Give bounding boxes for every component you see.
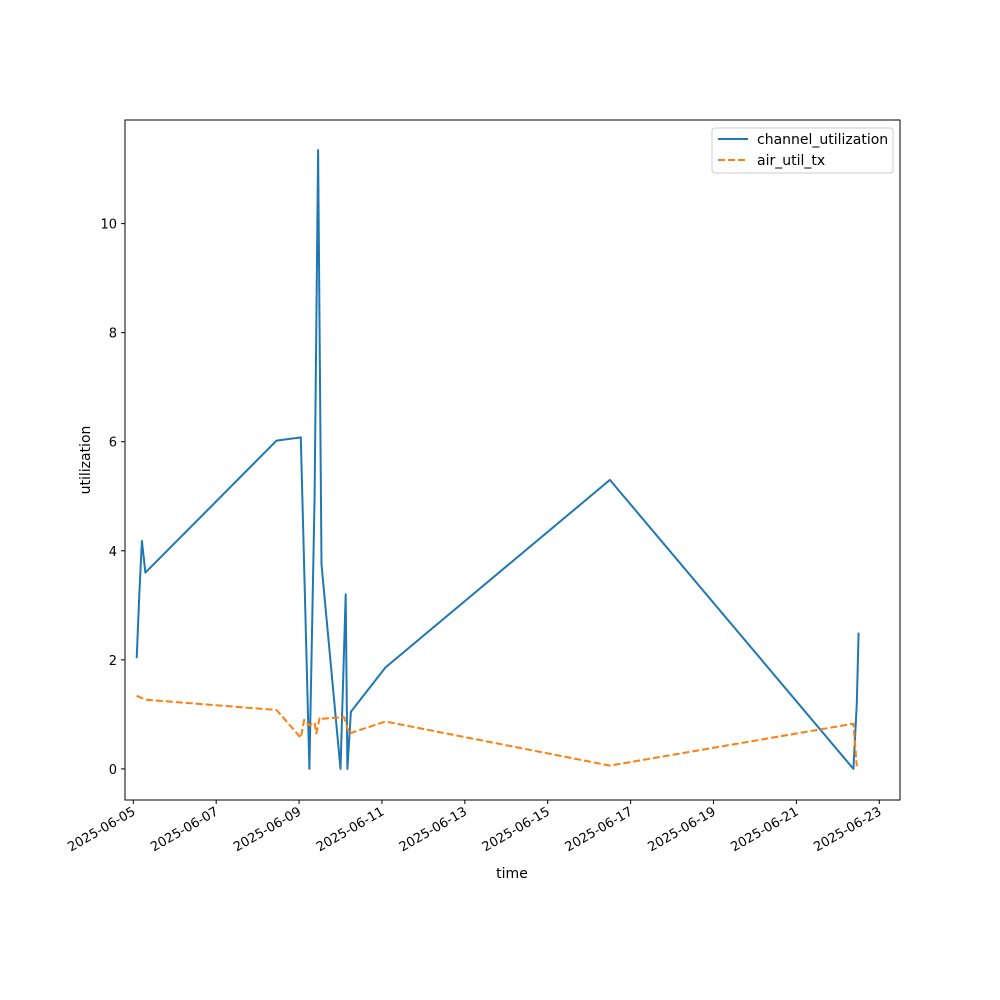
y-tick-label: 4 xyxy=(109,545,117,560)
x-tick-label: 2025-06-05 xyxy=(65,804,138,855)
data-point-channel-utilization-8 xyxy=(315,147,321,153)
data-point-channel-utilization-1 xyxy=(136,591,142,597)
x-tick-label: 2025-06-07 xyxy=(148,804,221,855)
data-point-channel-utilization-9 xyxy=(319,561,325,567)
data-point-air-util-tx-14 xyxy=(850,721,856,727)
y-tick-label: 8 xyxy=(109,327,117,342)
x-tick-label: 2025-06-13 xyxy=(397,804,470,855)
legend: channel_utilization air_util_tx xyxy=(711,127,894,174)
legend-label-channel-utilization: channel_utilization xyxy=(757,132,888,148)
data-point-channel-utilization-6 xyxy=(306,766,312,772)
data-point-channel-utilization-17 xyxy=(854,701,860,707)
data-point-air-util-tx-2 xyxy=(274,707,280,713)
data-point-channel-utilization-18 xyxy=(856,630,862,636)
series-line-channel-utilization xyxy=(135,149,860,770)
x-tick-label: 2025-06-15 xyxy=(480,804,553,855)
data-point-channel-utilization-4 xyxy=(274,438,280,444)
data-point-channel-utilization-3 xyxy=(142,570,148,576)
data-point-channel-utilization-12 xyxy=(344,766,350,772)
x-tick-label: 2025-06-21 xyxy=(728,804,801,855)
data-point-air-util-tx-0 xyxy=(134,693,140,699)
legend-box xyxy=(711,127,894,174)
data-point-channel-utilization-14 xyxy=(382,665,388,671)
y-axis: 0 2 4 6 8 10 xyxy=(100,218,125,778)
y-axis-label: utilization xyxy=(78,426,94,495)
data-point-channel-utilization-13 xyxy=(348,709,354,715)
y-tick-label: 0 xyxy=(109,763,117,778)
x-tick-label: 2025-06-09 xyxy=(231,804,304,855)
data-point-air-util-tx-10 xyxy=(341,714,347,720)
data-point-air-util-tx-1 xyxy=(142,697,148,703)
data-point-air-util-tx-3 xyxy=(298,735,304,741)
y-tick-label: 2 xyxy=(109,654,117,669)
data-point-air-util-tx-4 xyxy=(301,717,307,723)
data-point-air-util-tx-9 xyxy=(320,716,326,722)
x-tick-label: 2025-06-11 xyxy=(314,804,387,855)
data-point-air-util-tx-5 xyxy=(306,722,312,728)
x-tick-label: 2025-06-19 xyxy=(646,804,719,855)
plot-frame xyxy=(124,119,901,801)
data-point-air-util-tx-12 xyxy=(382,719,388,725)
data-point-air-util-tx-7 xyxy=(313,731,319,737)
data-point-air-util-tx-15 xyxy=(854,763,860,769)
data-point-air-util-tx-13 xyxy=(607,763,613,769)
data-point-air-util-tx-11 xyxy=(346,731,352,737)
x-tick-label: 2025-06-23 xyxy=(811,804,884,855)
data-point-channel-utilization-10 xyxy=(338,766,344,772)
data-point-channel-utilization-11 xyxy=(343,591,349,597)
data-point-channel-utilization-15 xyxy=(607,477,613,483)
x-tick-label: 2025-06-17 xyxy=(563,804,636,855)
y-tick-label: 10 xyxy=(100,218,117,233)
x-axis-label: time xyxy=(496,866,528,882)
x-axis: 2025-06-05 2025-06-07 2025-06-09 2025-06-11… xyxy=(65,800,884,855)
legend-label-air-util-tx: air_util_tx xyxy=(757,153,825,169)
data-point-channel-utilization-5 xyxy=(298,434,304,440)
series-line-air-util-tx xyxy=(136,694,858,767)
series-layer xyxy=(134,147,862,772)
data-point-channel-utilization-7 xyxy=(312,493,318,499)
data-point-channel-utilization-0 xyxy=(134,655,140,661)
data-point-air-util-tx-6 xyxy=(312,720,318,726)
data-point-channel-utilization-2 xyxy=(139,538,145,544)
y-tick-label: 6 xyxy=(109,436,117,451)
